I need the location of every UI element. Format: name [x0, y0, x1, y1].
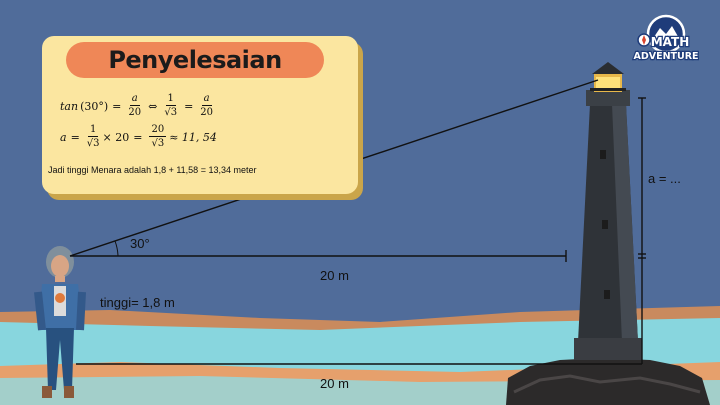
eq1-frac-3-num: a: [201, 93, 212, 106]
lower-distance-label: 20 m: [320, 376, 349, 391]
math-adventure-logo: MATH ADVENTURE: [632, 14, 700, 63]
person-figure: [34, 246, 86, 398]
eq2-frac-2-num: 20: [149, 124, 167, 137]
eq2-approx: ≈ 11, 54: [169, 130, 217, 144]
eq1-frac-2-den: √3: [164, 107, 178, 118]
conclusion-text: Jadi tinggi Menara adalah 1,8 + 11,58 = …: [48, 165, 257, 175]
eq1-frac-2: 1 √3: [164, 93, 177, 119]
person-height-label: tinggi= 1,8 m: [100, 295, 175, 310]
solution-card: Penyelesaian tan (30°) = a 20 ⇔ 1 √3 = a 20…: [42, 36, 358, 194]
eq1-equals-2: =: [184, 99, 194, 113]
upper-distance-label: 20 m: [320, 268, 349, 283]
tan-fn: tan: [60, 99, 79, 113]
lighthouse: [574, 62, 642, 360]
eq1-frac-1-den: 20: [128, 107, 142, 118]
eq2-times: × 20: [102, 130, 130, 144]
equation-2: a = 1 √3 × 20 = 20 √3 ≈ 11, 54: [60, 124, 217, 150]
eq2-frac-1: 1 √3: [87, 124, 100, 150]
eq1-iff: ⇔: [148, 99, 158, 113]
eq1-frac-3-den: 20: [200, 107, 214, 118]
logo-line1: MATH: [651, 35, 690, 49]
eq2-equals-2: =: [133, 130, 143, 144]
angle-label: 30°: [130, 236, 150, 251]
tower-height-label: a = ...: [648, 171, 681, 186]
eq2-frac-2-den: √3: [151, 138, 165, 149]
eq1-frac-3: a 20: [200, 93, 213, 119]
equation-1: tan (30°) = a 20 ⇔ 1 √3 = a 20: [60, 93, 216, 119]
eq1-frac-1: a 20: [128, 93, 141, 119]
eq2-frac-1-num: 1: [87, 124, 99, 137]
eq2-frac-2: 20 √3: [149, 124, 167, 150]
eq1-equals: =: [112, 99, 122, 113]
rock-detail: [513, 374, 701, 394]
logo-line2: ADVENTURE: [633, 51, 698, 62]
eq2-equals: =: [70, 130, 80, 144]
eq2-frac-1-den: √3: [86, 138, 100, 149]
card-title: Penyelesaian: [66, 42, 324, 78]
eq1-frac-2-num: 1: [165, 93, 176, 106]
angle-arc: [114, 240, 119, 257]
tan-arg: (30°): [80, 99, 109, 113]
eq1-frac-1-num: a: [129, 93, 140, 106]
eq2-var: a: [60, 130, 67, 144]
